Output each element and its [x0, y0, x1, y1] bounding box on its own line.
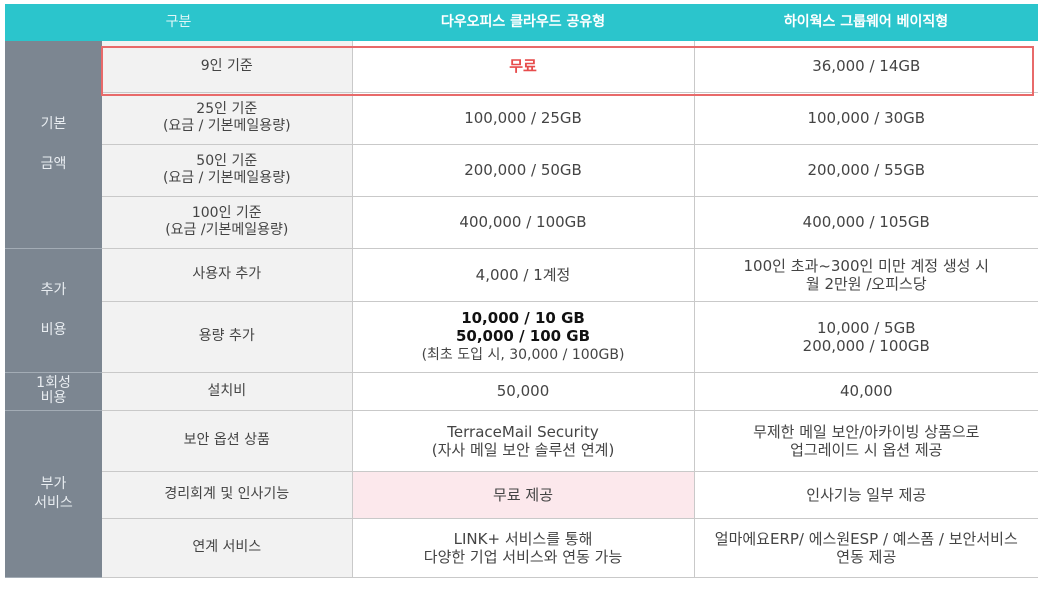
hiworks-user-add-value: 100인 초과~300인 미만 계정 생성 시 월 2만원 /오피스당 — [694, 248, 1039, 302]
daou-hr-value: 무료 제공 — [352, 471, 695, 519]
value-line: 월 2만원 /오피스당 — [805, 274, 927, 293]
hiworks-9-value: 36,000 / 14GB — [694, 41, 1039, 93]
category-label: 부가 — [40, 475, 67, 492]
category-addon-service: 부가 서비스 — [5, 410, 102, 578]
daou-link-value: LINK+ 서비스를 통해 다양한 기업 서비스와 연동 가능 — [352, 518, 695, 578]
row-label-line: 25인 기준 — [196, 101, 258, 117]
table-header-row: 구분 다우오피스 클라우드 공유형 하이웍스 그룹웨어 베이직형 — [5, 4, 1039, 41]
category-label: 비용 — [40, 390, 67, 406]
category-label: 기본 — [40, 116, 67, 133]
daou-storage-add-value: 10,000 / 10 GB 50,000 / 100 GB (최초 도입 시,… — [352, 301, 695, 373]
value-line: 10,000 / 10 GB — [461, 309, 585, 327]
value-line: 무제한 메일 보안/아카이빙 상품으로 — [753, 422, 980, 441]
daou-user-add-value: 4,000 / 1계정 — [352, 248, 695, 302]
hiworks-security-value: 무제한 메일 보안/아카이빙 상품으로 업그레이드 시 옵션 제공 — [694, 410, 1039, 472]
daou-100-value: 400,000 / 100GB — [352, 196, 695, 249]
row-label-link: 연계 서비스 — [102, 518, 353, 578]
daou-9-value: 무료 — [352, 41, 695, 93]
value-line: 얼마에요ERP/ 에스원ESP / 예스폼 / 보안서비스 — [714, 529, 1018, 548]
table-row: 100인 기준 (요금 /기본메일용량) 400,000 / 100GB 400… — [5, 196, 1039, 249]
daou-install-value: 50,000 — [352, 372, 695, 411]
row-label-storage-add: 용량 추가 — [102, 301, 353, 373]
value-line: TerraceMail Security — [447, 422, 599, 441]
header-hiworks: 하이웍스 그룹웨어 베이직형 — [694, 4, 1039, 41]
row-label-user-add: 사용자 추가 — [102, 248, 353, 302]
category-label: 1회성 — [36, 375, 71, 391]
table-row: 1회성 비용 설치비 50,000 40,000 — [5, 372, 1039, 411]
hiworks-storage-add-value: 10,000 / 5GB 200,000 / 100GB — [694, 301, 1039, 373]
table-row: 연계 서비스 LINK+ 서비스를 통해 다양한 기업 서비스와 연동 가능 얼… — [5, 518, 1039, 578]
row-label-25: 25인 기준 (요금 / 기본메일용량) — [102, 92, 353, 145]
row-label-100: 100인 기준 (요금 /기본메일용량) — [102, 196, 353, 249]
table-row: 부가 서비스 보안 옵션 상품 TerraceMail Security (자사… — [5, 410, 1039, 578]
category-label: 비용 — [40, 322, 67, 338]
value-line: LINK+ 서비스를 통해 — [453, 529, 593, 548]
row-label-line: 100인 기준 — [191, 205, 262, 221]
value-line: 업그레이드 시 옵션 제공 — [790, 440, 943, 459]
row-label-line: (요금 / 기본메일용량) — [162, 170, 291, 186]
value-line: 10,000 / 5GB — [816, 318, 916, 337]
daou-50-value: 200,000 / 50GB — [352, 144, 695, 197]
row-label-line: 50인 기준 — [196, 153, 258, 169]
table-row: 용량 추가 10,000 / 10 GB 50,000 / 100 GB (최초… — [5, 301, 1039, 373]
daou-25-value: 100,000 / 25GB — [352, 92, 695, 145]
category-label: 금액 — [40, 156, 67, 173]
hiworks-50-value: 200,000 / 55GB — [694, 144, 1039, 197]
table-row: 추가 비용 사용자 추가 4,000 / 1계정 100인 초과~300인 미만… — [5, 248, 1039, 373]
row-label-line: (요금 /기본메일용량) — [165, 222, 289, 238]
row-label-install: 설치비 — [102, 372, 353, 411]
row-label-hr: 경리회계 및 인사기능 — [102, 471, 353, 519]
value-line: (최초 도입 시, 30,000 / 100GB) — [421, 347, 625, 363]
pricing-comparison-table: 구분 다우오피스 클라우드 공유형 하이웍스 그룹웨어 베이직형 기본 금액 9… — [5, 4, 1039, 578]
category-label: 추가 — [40, 282, 67, 298]
value-line: 200,000 / 100GB — [802, 336, 930, 355]
header-category: 구분 — [5, 4, 353, 41]
row-label-security: 보안 옵션 상품 — [102, 410, 353, 472]
table-row: 기본 금액 9인 기준 무료 36,000 / 14GB — [5, 41, 1039, 249]
hiworks-100-value: 400,000 / 105GB — [694, 196, 1039, 249]
header-daouoffice: 다우오피스 클라우드 공유형 — [352, 4, 695, 41]
hiworks-install-value: 40,000 — [694, 372, 1039, 411]
table-row: 경리회계 및 인사기능 무료 제공 인사기능 일부 제공 — [5, 471, 1039, 519]
row-label-50: 50인 기준 (요금 / 기본메일용량) — [102, 144, 353, 197]
category-onetime-cost: 1회성 비용 — [5, 372, 102, 411]
daou-security-value: TerraceMail Security (자사 메일 보안 솔루션 연계) — [352, 410, 695, 472]
value-line: 연동 제공 — [836, 547, 897, 566]
table-row: 25인 기준 (요금 / 기본메일용량) 100,000 / 25GB 100,… — [5, 92, 1039, 145]
category-extra-cost: 추가 비용 — [5, 248, 102, 373]
value-line: 100인 초과~300인 미만 계정 생성 시 — [743, 256, 989, 275]
category-basic-fee: 기본 금액 — [5, 41, 102, 249]
hiworks-link-value: 얼마에요ERP/ 에스원ESP / 예스폼 / 보안서비스 연동 제공 — [694, 518, 1039, 578]
table-row: 50인 기준 (요금 / 기본메일용량) 200,000 / 50GB 200,… — [5, 144, 1039, 197]
row-label-line: (요금 / 기본메일용량) — [162, 118, 291, 134]
value-line: 50,000 / 100 GB — [455, 327, 591, 345]
value-line: 다양한 기업 서비스와 연동 가능 — [423, 547, 623, 566]
hiworks-25-value: 100,000 / 30GB — [694, 92, 1039, 145]
hiworks-hr-value: 인사기능 일부 제공 — [694, 471, 1039, 519]
category-label: 서비스 — [34, 494, 73, 511]
row-label-9: 9인 기준 — [102, 41, 353, 93]
value-line: (자사 메일 보안 솔루션 연계) — [431, 440, 615, 459]
